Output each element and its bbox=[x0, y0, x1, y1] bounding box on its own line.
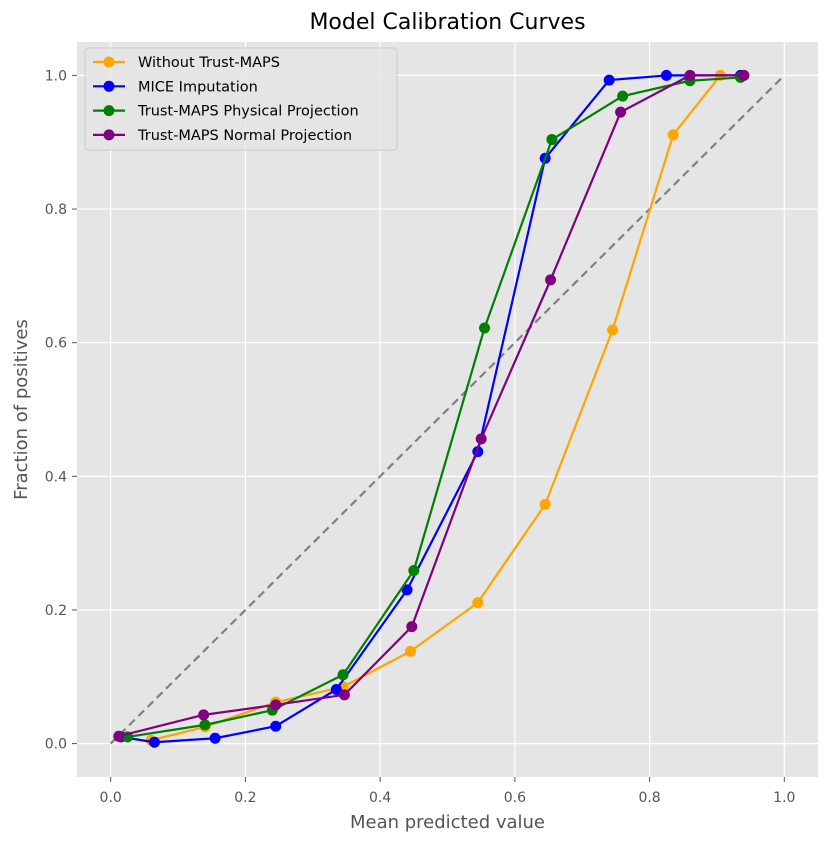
data-point bbox=[546, 134, 558, 146]
y-tick-label: 0.8 bbox=[45, 202, 67, 218]
x-tick-label: 0.2 bbox=[234, 790, 256, 806]
grid bbox=[77, 42, 818, 777]
data-point bbox=[539, 498, 551, 510]
data-point bbox=[270, 699, 282, 711]
ticks: 0.0 0.2 0.4 0.6 0.8 1.0 0.0 0.2 0.4 0.6 0.8 1.0 bbox=[45, 68, 796, 806]
data-point bbox=[475, 433, 487, 445]
data-point bbox=[684, 69, 696, 81]
chart-title: Model Calibration Curves bbox=[309, 10, 585, 35]
data-point bbox=[148, 736, 160, 748]
data-point bbox=[738, 69, 750, 81]
data-point bbox=[607, 324, 619, 336]
reference-line-group bbox=[109, 74, 786, 745]
legend-item: Trust-MAPS Physical Projection bbox=[93, 104, 359, 120]
data-point bbox=[337, 669, 349, 681]
legend-item: MICE Imputation bbox=[93, 79, 258, 95]
legend-label: Trust-MAPS Normal Projection bbox=[137, 128, 352, 144]
x-tick-label: 0.0 bbox=[100, 790, 122, 806]
series-line bbox=[127, 76, 741, 738]
x-tick-label: 1.0 bbox=[773, 790, 795, 806]
data-point bbox=[199, 719, 211, 731]
reference-diagonal-line bbox=[109, 74, 786, 745]
legend: Without Trust-MAPS MICE Imputation Trust-M… bbox=[84, 47, 398, 151]
data-point bbox=[338, 689, 350, 701]
x-tick-label: 0.8 bbox=[638, 790, 660, 806]
data-point bbox=[270, 720, 282, 732]
y-tick-label: 1.0 bbox=[45, 68, 67, 84]
legend-label: MICE Imputation bbox=[138, 79, 258, 95]
data-point bbox=[617, 90, 629, 102]
data-point bbox=[113, 730, 125, 742]
data-point bbox=[401, 584, 413, 596]
legend-item: Trust-MAPS Normal Projection bbox=[93, 128, 352, 144]
y-tick-label: 0.6 bbox=[45, 336, 67, 352]
data-point bbox=[198, 709, 210, 721]
data-point bbox=[667, 129, 679, 141]
legend-marker bbox=[103, 105, 115, 117]
legend-marker bbox=[103, 129, 115, 141]
data-point bbox=[660, 69, 672, 81]
data-point bbox=[404, 645, 416, 657]
legend-box bbox=[84, 47, 398, 151]
data-point bbox=[209, 732, 221, 744]
data-point bbox=[603, 74, 615, 86]
data-point bbox=[615, 106, 627, 118]
legend-label: Trust-MAPS Physical Projection bbox=[137, 104, 359, 120]
legend-marker bbox=[103, 80, 115, 92]
x-tick-label: 0.4 bbox=[369, 790, 391, 806]
data-point bbox=[479, 322, 491, 334]
y-axis-label: Fraction of positives bbox=[11, 319, 32, 500]
legend-item: Without Trust-MAPS bbox=[93, 55, 280, 71]
legend-label: Without Trust-MAPS bbox=[138, 55, 280, 71]
data-point bbox=[330, 683, 342, 695]
data-point bbox=[406, 621, 418, 633]
y-tick-label: 0.2 bbox=[45, 603, 67, 619]
x-tick-label: 0.6 bbox=[504, 790, 526, 806]
x-axis-label: Mean predicted value bbox=[350, 812, 545, 833]
data-point bbox=[472, 597, 484, 609]
legend-marker bbox=[103, 56, 115, 68]
series-4 bbox=[113, 69, 750, 742]
y-tick-label: 0.0 bbox=[45, 737, 67, 753]
data-point bbox=[545, 274, 557, 286]
data-point bbox=[408, 565, 420, 577]
y-tick-label: 0.4 bbox=[45, 469, 67, 485]
series-line bbox=[118, 74, 744, 738]
series-group bbox=[113, 69, 750, 748]
